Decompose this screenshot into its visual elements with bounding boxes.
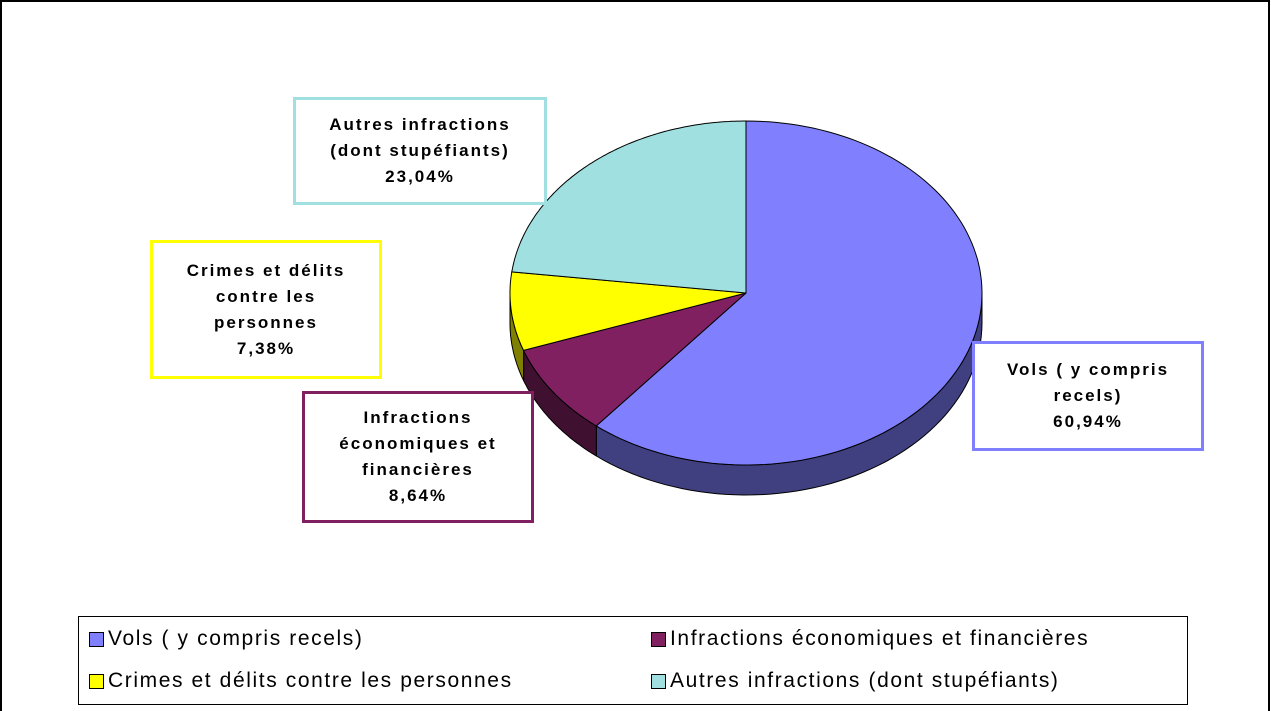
pie-sides bbox=[509, 292, 983, 496]
legend-swatch bbox=[89, 631, 104, 647]
slice bbox=[595, 120, 983, 466]
legend-label: Crimes et délits contre les personnes bbox=[108, 669, 513, 692]
legend-swatch bbox=[651, 673, 666, 689]
data-label-value: 60,94% bbox=[1053, 412, 1123, 431]
legend-label: Autres infractions (dont stupéfiants) bbox=[670, 669, 1060, 692]
data-label-name: Crimes et délits contre les personnes bbox=[186, 260, 346, 332]
legend-item: Infractions économiques et financières bbox=[651, 627, 1089, 651]
data-label-name: Vols ( y compris recels) bbox=[1006, 360, 1170, 405]
legend-swatch bbox=[651, 631, 666, 647]
legend-item: Vols ( y compris recels) bbox=[89, 627, 363, 651]
slice bbox=[511, 120, 747, 294]
data-label: Vols ( y compris recels) 60,94% bbox=[972, 341, 1204, 451]
slice bbox=[509, 271, 747, 351]
data-label: Autres infractions (dont stupéfiants) 23,… bbox=[293, 97, 547, 205]
legend-label: Vols ( y compris recels) bbox=[108, 627, 364, 650]
legend: Vols ( y compris recels) Infractions écon… bbox=[78, 616, 1188, 705]
data-label: Infractions économiques et financières 8,… bbox=[302, 391, 534, 523]
legend-item: Autres infractions (dont stupéfiants) bbox=[651, 669, 1060, 693]
data-label-value: 23,04% bbox=[385, 167, 455, 186]
data-label-value: 7,38% bbox=[236, 338, 296, 358]
data-label: Crimes et délits contre les personnes 7,3… bbox=[150, 240, 382, 379]
slice bbox=[522, 292, 747, 427]
data-label-name: Autres infractions (dont stupéfiants) bbox=[329, 115, 511, 160]
legend-swatch bbox=[89, 673, 104, 689]
legend-item: Crimes et délits contre les personnes bbox=[89, 669, 513, 693]
data-label-value: 8,64% bbox=[388, 486, 448, 505]
pie bbox=[509, 120, 983, 496]
data-label-name: Infractions économiques et financières bbox=[339, 408, 497, 479]
legend-label: Infractions économiques et financières bbox=[670, 627, 1090, 650]
